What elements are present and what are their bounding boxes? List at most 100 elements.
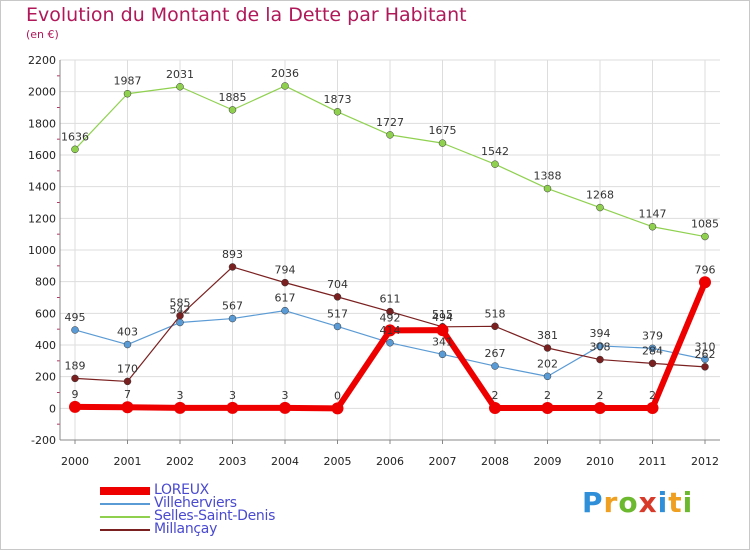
y-tick-label: 2200 <box>28 54 56 67</box>
x-tick-label: 2000 <box>61 455 89 468</box>
legend-swatch <box>100 516 150 518</box>
chart-subtitle: (en €) <box>26 28 59 41</box>
data-point <box>699 276 711 289</box>
data-point <box>71 145 79 154</box>
y-tick-label: 1200 <box>28 212 56 225</box>
y-tick-label: 200 <box>35 371 56 384</box>
data-label: 515 <box>432 308 453 321</box>
x-tick-label: 2008 <box>481 455 509 468</box>
data-point <box>386 307 394 316</box>
data-label: 414 <box>380 324 401 337</box>
data-point <box>648 359 657 368</box>
data-label: 3 <box>177 389 184 402</box>
legend-label: Millançay <box>154 521 218 537</box>
legend-item: Selles-Saint-Denis <box>100 508 360 524</box>
data-label: 7 <box>124 388 131 401</box>
data-point <box>123 340 132 349</box>
legend-swatch <box>100 503 150 505</box>
y-tick-label: 800 <box>35 276 56 289</box>
data-point <box>646 402 659 415</box>
brand-letter: t <box>668 486 683 519</box>
data-label: 202 <box>537 357 558 370</box>
legend-swatch <box>100 487 150 495</box>
data-point <box>226 401 239 414</box>
data-label: 611 <box>380 293 401 306</box>
data-label: 1987 <box>114 75 142 88</box>
chart-title: Evolution du Montant de la Dette par Hab… <box>26 4 467 26</box>
brand-letter: x <box>638 486 658 519</box>
data-label: 492 <box>380 311 401 324</box>
data-label: 794 <box>275 264 296 277</box>
legend-item: Villeherviers <box>100 495 360 511</box>
data-label: 0 <box>334 389 341 402</box>
data-point <box>541 402 554 415</box>
data-label: 893 <box>222 248 243 261</box>
data-label: 518 <box>485 307 506 320</box>
x-tick-label: 2005 <box>324 455 352 468</box>
data-label: 1268 <box>586 189 614 202</box>
data-label: 2 <box>597 389 604 402</box>
data-label: 2 <box>649 389 656 402</box>
brand-letter: P <box>582 486 604 519</box>
data-point <box>386 131 394 139</box>
x-tick-label: 2011 <box>639 455 667 468</box>
axis-layer: -200 0 200 400 600 800 1000 1200 1400 1600 1800 200… <box>28 54 720 468</box>
data-point <box>123 89 132 98</box>
data-point <box>331 402 344 415</box>
legend-item: Millançay <box>100 521 360 537</box>
data-point <box>333 322 342 331</box>
x-tick-label: 2001 <box>114 455 142 468</box>
data-label: 379 <box>642 329 663 342</box>
data-point <box>69 400 81 413</box>
data-label: 1147 <box>639 208 667 221</box>
data-label: 1636 <box>61 130 89 143</box>
data-point <box>176 311 184 320</box>
data-point <box>596 342 604 350</box>
data-point <box>228 314 237 323</box>
x-tick-label: 2012 <box>691 455 719 468</box>
data-label: 2031 <box>166 68 194 81</box>
data-point <box>543 372 552 381</box>
data-point <box>491 322 499 331</box>
data-label: 403 <box>117 326 138 339</box>
data-label: 381 <box>537 329 558 342</box>
x-tick-label: 2007 <box>429 455 457 468</box>
data-point <box>333 108 342 116</box>
data-label: 2036 <box>271 67 299 80</box>
y-tick-label: 600 <box>35 307 56 320</box>
brand-logo: Proxiti <box>582 486 693 519</box>
data-label: 1675 <box>429 124 457 137</box>
data-label: 542 <box>170 304 191 317</box>
data-point <box>71 374 79 383</box>
data-point <box>281 82 289 90</box>
legend: LOREUX Villeherviers Selles-Saint-Denis Mil… <box>100 482 360 537</box>
data-point <box>386 339 394 347</box>
data-point <box>279 401 291 414</box>
data-label-layer: 1636 1987 2031 1885 2036 1873 1727 1675 1542 1388… <box>61 67 719 402</box>
data-label: 394 <box>590 327 611 340</box>
data-point <box>174 401 186 414</box>
data-label: 9 <box>72 388 79 401</box>
data-point <box>543 184 552 193</box>
data-label: 1873 <box>324 93 352 106</box>
data-point <box>176 318 184 327</box>
x-tick-label: 2009 <box>534 455 562 468</box>
data-point <box>438 139 447 147</box>
data-label: 1542 <box>481 145 509 158</box>
data-label: 170 <box>117 362 138 375</box>
data-point <box>489 402 501 415</box>
data-point <box>701 355 709 363</box>
data-point <box>71 326 79 334</box>
x-tick-label: 2003 <box>219 455 247 468</box>
data-label: 267 <box>485 347 506 360</box>
data-label: 585 <box>170 297 191 310</box>
data-point <box>228 263 237 271</box>
data-label: 284 <box>642 344 663 357</box>
data-point <box>281 306 289 315</box>
legend-swatch <box>100 529 150 531</box>
data-point <box>596 203 604 212</box>
data-point <box>491 160 499 168</box>
data-point <box>384 324 396 337</box>
data-point <box>491 362 499 370</box>
y-tick-label: 0 <box>49 402 56 415</box>
